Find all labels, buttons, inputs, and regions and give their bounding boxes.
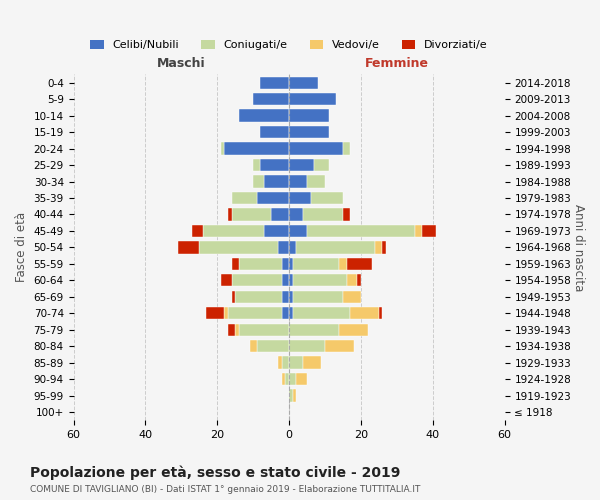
Bar (293, 390, 296, 402)
Bar (199, 241, 278, 254)
Y-axis label: Anni di nascita: Anni di nascita (572, 204, 585, 291)
Bar (232, 208, 271, 220)
Bar (232, 290, 235, 303)
Bar (343, 208, 350, 220)
Bar (282, 356, 289, 369)
Bar (307, 176, 325, 188)
Bar (350, 307, 379, 320)
Bar (289, 208, 304, 220)
Bar (293, 274, 347, 286)
Bar (289, 340, 325, 352)
Bar (257, 192, 289, 204)
Bar (289, 390, 293, 402)
Text: Popolazione per età, sesso e stato civile - 2019: Popolazione per età, sesso e stato civil… (30, 465, 400, 479)
Bar (347, 258, 372, 270)
Bar (264, 176, 289, 188)
Bar (289, 241, 296, 254)
Bar (343, 290, 361, 303)
Bar (289, 290, 293, 303)
Bar (203, 224, 264, 237)
Bar (325, 340, 354, 352)
Bar (282, 307, 289, 320)
Bar (228, 307, 282, 320)
Bar (286, 373, 289, 386)
Bar (289, 192, 311, 204)
Bar (232, 274, 282, 286)
Bar (250, 340, 257, 352)
Bar (289, 76, 318, 89)
Bar (293, 258, 340, 270)
Bar (282, 258, 289, 270)
Bar (296, 241, 376, 254)
Bar (239, 324, 289, 336)
Bar (358, 274, 361, 286)
Bar (289, 373, 296, 386)
Bar (253, 93, 289, 106)
Bar (314, 159, 329, 171)
Bar (340, 324, 368, 336)
Bar (343, 142, 350, 155)
Bar (235, 324, 239, 336)
Bar (282, 274, 289, 286)
Bar (304, 208, 343, 220)
Bar (271, 208, 289, 220)
Bar (293, 307, 350, 320)
Bar (282, 373, 286, 386)
Bar (253, 176, 264, 188)
Bar (228, 208, 232, 220)
Bar (282, 290, 289, 303)
Text: Femmine: Femmine (365, 56, 429, 70)
Bar (224, 307, 228, 320)
Bar (347, 274, 358, 286)
Bar (289, 258, 293, 270)
Bar (278, 241, 289, 254)
Bar (224, 142, 289, 155)
Bar (239, 258, 282, 270)
Bar (340, 258, 347, 270)
Bar (228, 324, 235, 336)
Bar (289, 110, 329, 122)
Bar (289, 356, 304, 369)
Bar (382, 241, 386, 254)
Bar (422, 224, 436, 237)
Bar (289, 142, 343, 155)
Bar (260, 126, 289, 138)
Bar (293, 290, 343, 303)
Bar (239, 110, 289, 122)
Bar (235, 290, 282, 303)
Bar (264, 224, 289, 237)
Bar (307, 224, 415, 237)
Bar (311, 192, 343, 204)
Bar (415, 224, 422, 237)
Bar (376, 241, 382, 254)
Bar (221, 142, 224, 155)
Bar (278, 356, 282, 369)
Bar (221, 274, 232, 286)
Bar (289, 224, 307, 237)
Bar (206, 307, 224, 320)
Bar (260, 159, 289, 171)
Bar (379, 307, 382, 320)
Y-axis label: Fasce di età: Fasce di età (15, 212, 28, 282)
Bar (192, 224, 203, 237)
Text: Maschi: Maschi (157, 56, 206, 70)
Bar (232, 192, 257, 204)
Bar (232, 258, 239, 270)
Bar (289, 307, 293, 320)
Legend: Celibi/Nubili, Coniugati/e, Vedovi/e, Divorziati/e: Celibi/Nubili, Coniugati/e, Vedovi/e, Di… (86, 35, 493, 55)
Bar (289, 126, 329, 138)
Bar (289, 274, 293, 286)
Bar (296, 373, 307, 386)
Bar (304, 356, 322, 369)
Bar (260, 76, 289, 89)
Text: COMUNE DI TAVIGLIANO (BI) - Dati ISTAT 1° gennaio 2019 - Elaborazione TUTTITALIA: COMUNE DI TAVIGLIANO (BI) - Dati ISTAT 1… (30, 485, 421, 494)
Bar (178, 241, 199, 254)
Bar (289, 159, 314, 171)
Bar (253, 159, 260, 171)
Bar (289, 93, 336, 106)
Bar (289, 176, 307, 188)
Bar (257, 340, 289, 352)
Bar (289, 324, 340, 336)
